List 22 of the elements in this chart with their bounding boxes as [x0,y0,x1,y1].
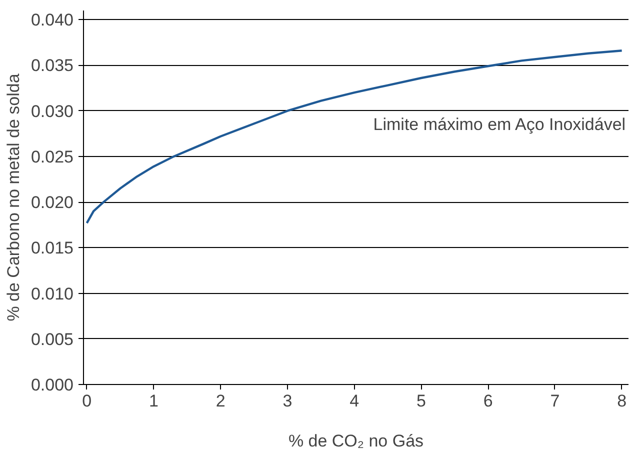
x-tick-label: 6 [483,392,493,410]
x-tick-label: 0 [82,392,92,410]
line-series [86,50,623,224]
y-tick-label: 0.040 [30,10,74,30]
x-tick-label: 3 [282,392,292,410]
x-tick-label: 4 [350,392,360,410]
y-tick-label: 0.005 [30,330,74,349]
x-tick-label: 7 [550,392,560,410]
y-tick-label: 0.035 [30,56,74,76]
y-tick-label: 0.025 [30,147,74,166]
x-tick-label: 5 [416,392,426,410]
x-tick-label: 1 [148,392,158,410]
y-tick-label: 0.010 [30,284,74,304]
x-tick-label: 2 [216,392,226,410]
y-tick-label: 0.030 [30,102,74,121]
annotation: Limite máximo em Aço Inoxidável [373,114,626,134]
y-tick-label: 0.015 [30,238,74,258]
y-tick-label: 0.020 [30,193,74,212]
y-tick-label: 0.000 [30,376,74,394]
x-tick-label: 8 [617,392,627,410]
x-axis-title: % de CO₂ no Gás [288,432,424,450]
y-axis-title: % de Carbono no metal de solda [4,73,23,322]
